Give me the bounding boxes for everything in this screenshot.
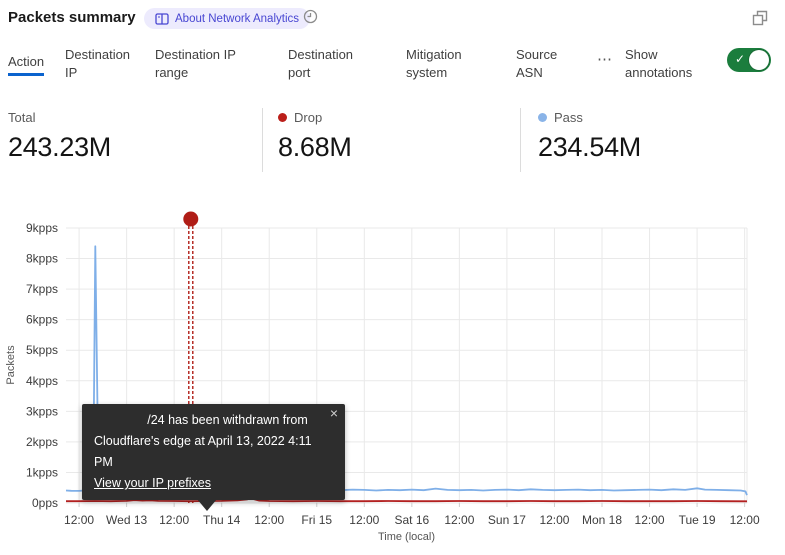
stat-pass-label: Pass	[554, 109, 583, 125]
more-tabs-button[interactable]: ⋯	[597, 51, 613, 68]
stat-divider	[520, 108, 521, 172]
toggle-knob	[749, 50, 769, 70]
tab-source-asn[interactable]: Source ASN	[516, 47, 558, 80]
x-tick-label: Mon 18	[582, 513, 622, 527]
stat-drop: Drop 8.68M	[278, 108, 352, 163]
close-icon[interactable]: ×	[329, 405, 338, 421]
stat-total: Total 243.23M	[8, 108, 111, 163]
show-annotations-label: Show annotations	[625, 47, 693, 80]
tab-mitigation-system[interactable]: Mitigation system	[406, 47, 462, 80]
x-tick-label: 12:00	[444, 513, 474, 527]
x-tick-label: Thu 14	[203, 513, 241, 527]
badge-label: About Network Analytics	[175, 12, 300, 25]
series-line-drop	[66, 494, 748, 503]
drop-dot-icon	[278, 112, 287, 122]
stat-drop-value: 8.68M	[278, 132, 352, 162]
about-network-analytics-badge[interactable]: About Network Analytics	[144, 8, 311, 29]
page-title: Packets summary	[8, 9, 136, 26]
check-icon: ✓	[735, 52, 746, 66]
y-tick-label: 7kpps	[26, 282, 58, 296]
x-tick-label: 12:00	[64, 513, 94, 527]
show-annotations-toggle[interactable]: ✓	[727, 48, 771, 72]
pass-dot-icon	[538, 112, 547, 122]
y-tick-label: 4kpps	[26, 374, 58, 388]
book-icon	[155, 12, 169, 25]
x-tick-label: Sat 16	[394, 513, 429, 527]
stat-pass: Pass 234.54M	[538, 108, 641, 163]
x-tick-label: Fri 15	[301, 513, 332, 527]
tooltip-caret	[197, 499, 217, 511]
tab-destination-port[interactable]: Destination port	[288, 47, 354, 80]
y-tick-label: 9kpps	[26, 221, 58, 235]
x-tick-label: 12:00	[349, 513, 379, 527]
y-tick-label: 0pps	[32, 496, 58, 510]
tab-destination-ip[interactable]: Destination IP	[65, 47, 131, 80]
tab-destination-ip-range[interactable]: Destination IP range	[155, 47, 236, 80]
packets-chart-svg: 0pps 1kpps 2kpps 3kpps 4kpps 5kpps 6kpps 7kpps 8…	[5, 211, 760, 543]
stat-pass-value: 234.54M	[538, 132, 641, 162]
x-tick-label: 12:00	[254, 513, 284, 527]
x-tick-label: Tue 19	[679, 513, 716, 527]
y-tick-label: 3kpps	[26, 404, 58, 418]
stat-total-value: 243.23M	[8, 132, 111, 162]
tooltip-line-1: /24 has been withdrawn from	[147, 413, 308, 427]
annotation-marker[interactable]	[183, 211, 199, 227]
y-tick-label: 5kpps	[26, 343, 58, 357]
x-tick-label: Wed 13	[106, 513, 147, 527]
x-tick-label: 12:00	[635, 513, 665, 527]
x-tick-label: 12:00	[539, 513, 569, 527]
y-axis-title: Packets	[5, 345, 17, 385]
y-tick-label: 1kpps	[26, 465, 58, 479]
x-axis-title: Time (local)	[378, 531, 435, 543]
x-tick-label: Sun 17	[488, 513, 526, 527]
stat-divider	[262, 108, 263, 172]
x-tick-label: 12:00	[730, 513, 760, 527]
packets-chart: 0pps 1kpps 2kpps 3kpps 4kpps 5kpps 6kpps 7kpps 8…	[0, 205, 785, 555]
annotation-tooltip: × /24 has been withdrawn from Cloudflare…	[82, 404, 345, 511]
clock-icon[interactable]	[303, 9, 318, 29]
stat-total-label: Total	[8, 109, 36, 125]
view-ip-prefixes-link[interactable]: View your IP prefixes	[94, 476, 211, 490]
stat-drop-label: Drop	[294, 109, 323, 125]
restore-window-icon[interactable]	[752, 10, 768, 31]
y-tick-label: 2kpps	[26, 435, 58, 449]
tab-action[interactable]: Action	[8, 53, 45, 76]
y-tick-label: 8kpps	[26, 252, 58, 266]
tooltip-line-2: Cloudflare's edge at April 13, 2022 4:11…	[94, 434, 312, 469]
y-tick-label: 6kpps	[26, 313, 58, 327]
x-tick-label: 12:00	[159, 513, 189, 527]
